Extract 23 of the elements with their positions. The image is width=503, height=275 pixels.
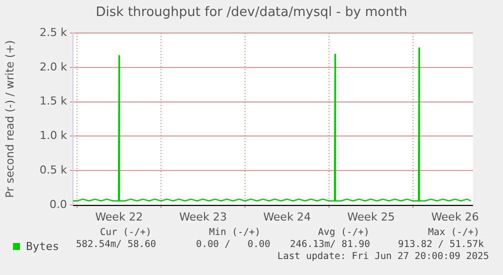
text: 246.13m/ 81.90 xyxy=(290,239,370,250)
y-tick-label: 0.5 k xyxy=(40,163,68,176)
y-tick-label: 1.0 k xyxy=(40,129,68,142)
legend-label: Bytes xyxy=(26,240,60,253)
x-tick-label: Week 23 xyxy=(179,210,227,224)
text: 582.54m/ 58.60 xyxy=(76,239,156,250)
text: Avg (-/+) xyxy=(318,227,370,238)
text: 0.00 / 0.00 xyxy=(196,239,270,250)
y-tick-label: 2.0 k xyxy=(40,60,68,74)
x-tick-label: Week 25 xyxy=(347,210,395,224)
text: Last update: Fri Jun 27 20:00:09 2025 xyxy=(277,251,489,262)
text: 913.82 / 51.57k xyxy=(398,239,484,250)
x-tick-label: Week 22 xyxy=(95,210,143,224)
text: Min (-/+) xyxy=(209,227,260,238)
chart-title: Disk throughput for /dev/data/mysql - by month xyxy=(94,5,408,20)
x-tick-label: Week 24 xyxy=(263,210,311,224)
x-tick-label: Week 26 xyxy=(431,210,479,224)
y-axis-title: Pr second read (-) / write (+) xyxy=(3,40,16,198)
y-tick-label: 2.5 k xyxy=(40,26,68,39)
y-tick-label: 1.5 k xyxy=(40,94,68,108)
y-tick-label: 0.0 xyxy=(50,198,67,211)
text: Cur (-/+) xyxy=(100,227,152,238)
text: Max (-/+) xyxy=(428,227,480,238)
